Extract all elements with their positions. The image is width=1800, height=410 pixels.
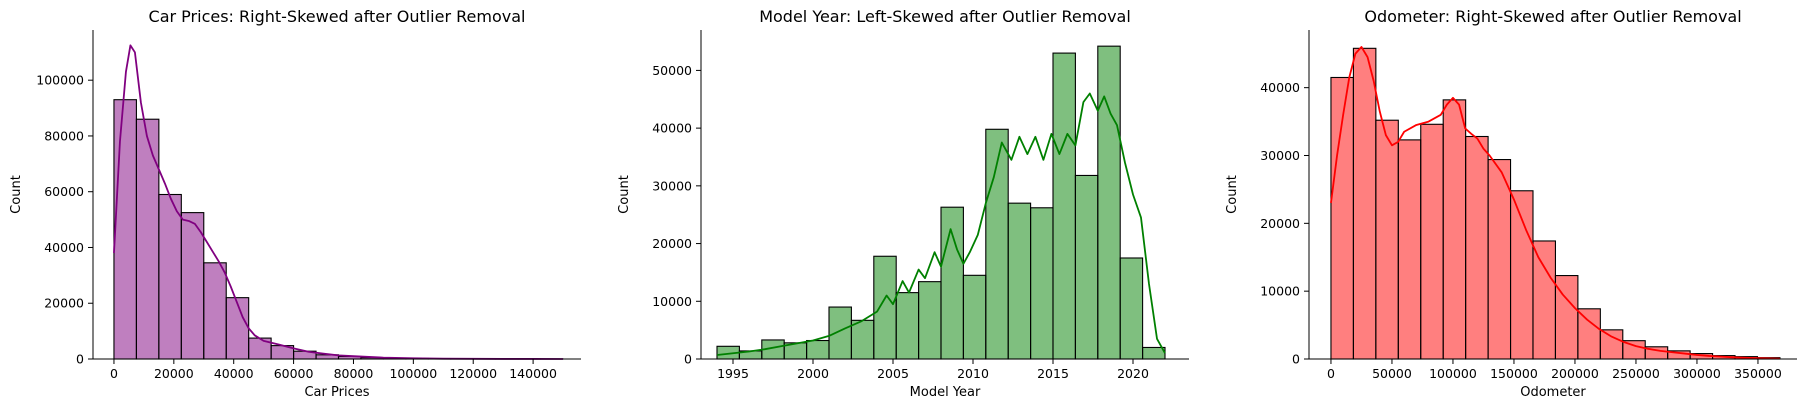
- y-tick-label: 30000: [652, 178, 692, 193]
- histogram-bar: [940, 206, 964, 360]
- histogram-bar: [1097, 45, 1121, 360]
- x-tick-label: 300000: [1673, 366, 1721, 381]
- histogram-bar: [850, 319, 875, 360]
- x-axis-label: Odometer: [1520, 385, 1586, 400]
- x-tick-label: 60000: [274, 366, 314, 381]
- y-tick-label: 20000: [44, 296, 84, 311]
- histogram-bar: [1442, 99, 1467, 360]
- y-axis-label: Count: [617, 175, 632, 214]
- y-tick-label: 0: [684, 352, 692, 367]
- x-tick-label: 100000: [389, 366, 437, 381]
- y-tick-label: 20000: [652, 236, 692, 251]
- histogram-bar: [1599, 329, 1624, 360]
- histogram-bar: [1119, 257, 1144, 360]
- histogram-bar: [1030, 207, 1054, 360]
- y-tick-label: 40000: [44, 240, 84, 255]
- x-tick-label: 0: [110, 366, 118, 381]
- histogram-bar: [1352, 47, 1377, 360]
- x-tick-label: 120000: [449, 366, 497, 381]
- histogram-bar: [1074, 174, 1099, 360]
- histogram-bar: [1142, 346, 1166, 360]
- histogram-bar: [895, 292, 920, 360]
- x-tick-label: 2015: [1037, 366, 1069, 381]
- x-tick-label: 150000: [1490, 366, 1538, 381]
- histogram-bar: [135, 118, 160, 360]
- histogram-bar: [962, 274, 987, 360]
- histogram-bar: [180, 212, 205, 360]
- histogram-bar: [806, 339, 830, 360]
- x-tick-label: 2020: [1117, 366, 1149, 381]
- y-axis-label: Count: [1225, 175, 1240, 214]
- y-tick-label: 0: [76, 352, 84, 367]
- chart-title: Model Year: Left-Skewed after Outlier Re…: [759, 7, 1131, 26]
- histogram-bar: [828, 306, 852, 360]
- kde-line: [716, 92, 1166, 356]
- histogram-bar: [203, 262, 227, 360]
- chart-title: Car Prices: Right-Skewed after Outlier R…: [149, 7, 526, 26]
- y-tick-label: 40000: [652, 121, 692, 136]
- x-tick-label: 0: [1327, 366, 1335, 381]
- x-tick-label: 2005: [877, 366, 909, 381]
- histogram-bar: [1007, 202, 1032, 360]
- y-tick-label: 20000: [1260, 216, 1300, 231]
- histogram-bar: [1487, 159, 1512, 360]
- x-tick-label: 20000: [154, 366, 194, 381]
- y-tick-label: 10000: [652, 294, 692, 309]
- x-tick-label: 100000: [1429, 366, 1477, 381]
- histogram-bar: [1397, 139, 1422, 360]
- histogram-bar: [113, 99, 137, 360]
- kde-line: [1330, 46, 1780, 360]
- chart-title: Odometer: Right-Skewed after Outlier Rem…: [1364, 7, 1741, 26]
- histogram-bar: [918, 281, 942, 360]
- x-tick-label: 200000: [1551, 366, 1599, 381]
- histogram-bar: [1052, 52, 1076, 360]
- chart-model-year: 1995 2000 2005 2010 2015 2020 0 10000 20000 30000…: [617, 7, 1189, 400]
- histogram-bar: [873, 255, 897, 360]
- histogram-bar: [158, 193, 182, 360]
- x-tick-label: 1995: [717, 366, 749, 381]
- x-tick-label: 50000: [1372, 366, 1412, 381]
- x-tick-label: 250000: [1612, 366, 1660, 381]
- histogram-bar: [1375, 119, 1399, 360]
- x-axis-label: Car Prices: [304, 385, 369, 400]
- x-tick-label: 2000: [797, 366, 829, 381]
- x-tick-label: 40000: [214, 366, 254, 381]
- histogram-bar: [1509, 190, 1534, 360]
- histogram-bar: [1577, 308, 1601, 360]
- y-axis-label: Count: [9, 175, 24, 214]
- y-tick-label: 30000: [1260, 148, 1300, 163]
- x-tick-label: 80000: [334, 366, 374, 381]
- y-tick-label: 40000: [1260, 80, 1300, 95]
- histogram-bar: [225, 297, 250, 360]
- y-tick-label: 10000: [1260, 284, 1300, 299]
- y-tick-label: 80000: [44, 128, 84, 143]
- x-tick-label: 140000: [509, 366, 557, 381]
- x-tick-label: 350000: [1734, 366, 1782, 381]
- kde-line: [113, 44, 564, 360]
- y-tick-label: 100000: [36, 73, 84, 88]
- x-tick-label: 2010: [957, 366, 989, 381]
- histogram-bar: [1532, 240, 1556, 360]
- chart-car-prices: 0 20000 40000 60000 80000 100000 120000 140000 0…: [9, 7, 581, 400]
- y-tick-label: 50000: [652, 63, 692, 78]
- histogram-bar: [1420, 123, 1444, 360]
- x-axis-label: Model Year: [910, 385, 981, 400]
- chart-odometer: 0 50000 100000 150000 200000 250000 300000 3500…: [1225, 7, 1797, 400]
- histogram-bar: [1465, 135, 1489, 360]
- y-tick-label: 60000: [44, 184, 84, 199]
- y-tick-label: 0: [1292, 352, 1300, 367]
